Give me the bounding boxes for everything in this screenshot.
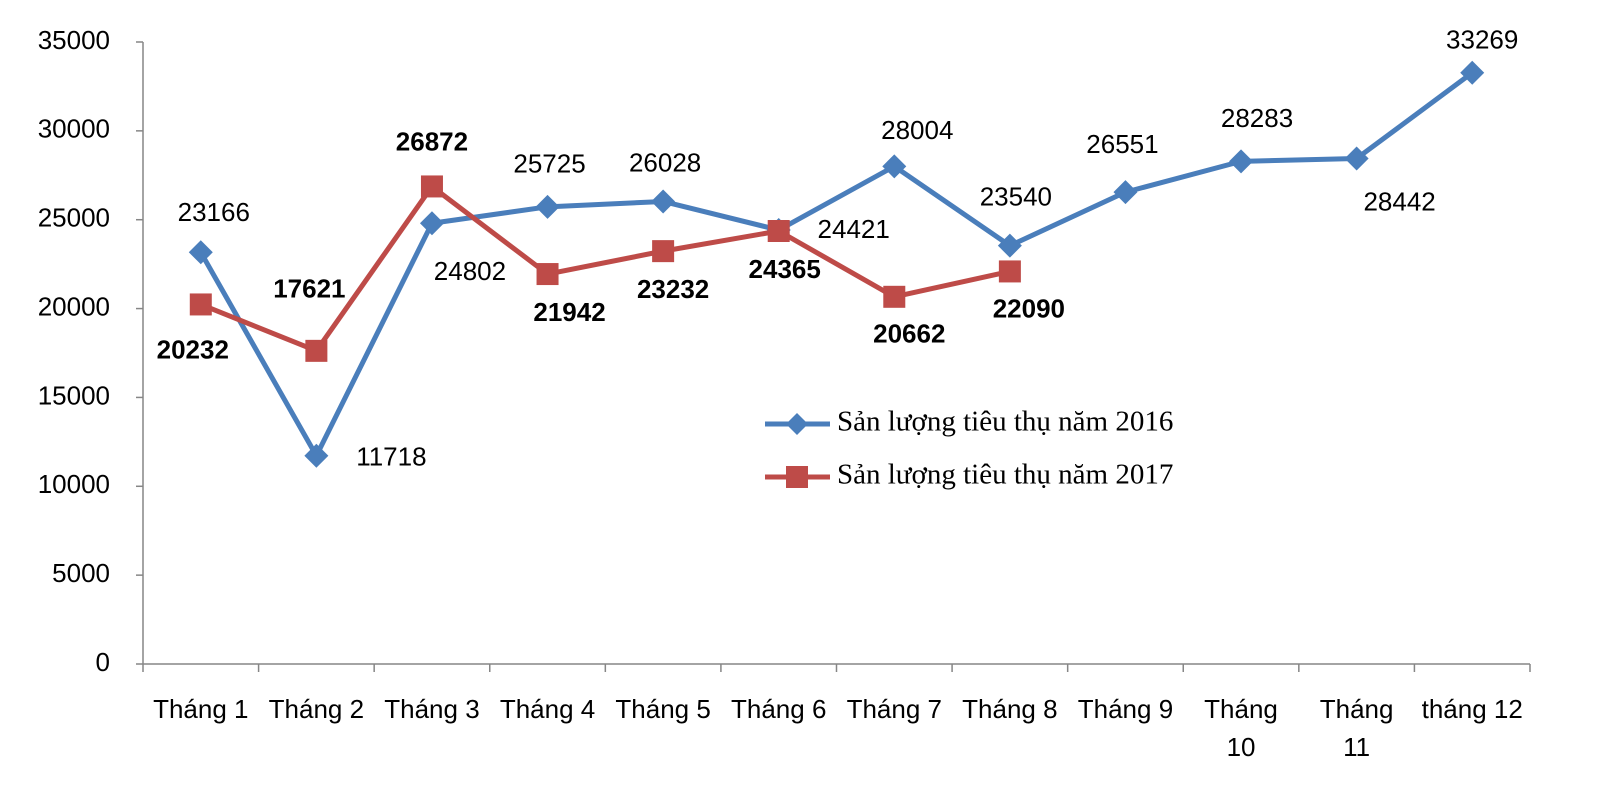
data-label: 23232: [637, 274, 709, 304]
data-label: 26872: [396, 126, 468, 156]
data-label: 22090: [993, 293, 1065, 323]
marker: [535, 194, 560, 219]
marker: [767, 219, 790, 242]
marker: [536, 263, 559, 286]
legend-marker: [786, 466, 808, 488]
x-tick-label: Tháng 2: [268, 694, 365, 724]
y-tick-label: 15000: [38, 380, 110, 410]
data-label: 20232: [157, 334, 229, 364]
marker: [883, 285, 906, 308]
data-label: 26028: [629, 147, 701, 177]
x-tick-label: Tháng 7: [846, 694, 942, 724]
data-label: 20662: [873, 319, 945, 349]
marker: [1229, 149, 1254, 174]
data-label: 21942: [533, 297, 605, 327]
legend-label: Sản lượng tiêu thụ năm 2017: [837, 459, 1173, 491]
data-label: 25725: [513, 149, 585, 179]
y-tick-label: 0: [96, 647, 110, 677]
x-tick-label: Tháng 9: [1077, 694, 1174, 724]
x-tick-label: Tháng 8: [962, 694, 1058, 724]
marker: [305, 339, 328, 362]
marker: [997, 233, 1022, 258]
data-label: 24802: [434, 256, 506, 286]
legend-label: Sản lượng tiêu thụ năm 2016: [837, 406, 1173, 438]
marker: [420, 175, 443, 198]
x-tick-label: Tháng 4: [499, 694, 596, 724]
marker: [882, 154, 907, 179]
data-label: 24365: [749, 254, 821, 284]
x-tick-label: Tháng 5: [615, 694, 711, 724]
marker: [304, 443, 329, 468]
data-label: 33269: [1446, 25, 1518, 55]
marker: [1113, 180, 1138, 205]
x-tick-label: tháng 12: [1421, 694, 1523, 724]
series-line: [199, 183, 1011, 354]
marker: [419, 211, 444, 236]
y-tick-label: 20000: [38, 291, 110, 321]
data-label: 23166: [178, 197, 250, 227]
x-tick-label: Tháng 10: [1204, 694, 1278, 762]
legend-marker: [786, 413, 808, 435]
x-tick-label: Tháng 11: [1319, 694, 1394, 762]
y-tick-label: 5000: [52, 558, 110, 588]
y-tick-label: 10000: [38, 469, 110, 499]
x-tick-label: Tháng 1: [153, 694, 249, 724]
data-label: 17621: [273, 274, 345, 304]
marker: [1344, 146, 1369, 171]
data-label: 28283: [1221, 103, 1293, 133]
data-label: 28442: [1363, 186, 1435, 216]
y-tick-label: 25000: [38, 203, 110, 233]
marker: [651, 189, 676, 214]
data-label: 24421: [818, 214, 890, 244]
marker: [998, 260, 1021, 283]
x-tick-label: Tháng 3: [384, 694, 480, 724]
marker: [1460, 60, 1485, 85]
y-tick-label: 35000: [38, 25, 110, 55]
data-label: 23540: [980, 182, 1052, 212]
marker: [652, 240, 675, 263]
data-label: 28004: [881, 115, 953, 145]
series-line: [198, 70, 1474, 459]
x-tick-label: Tháng 6: [731, 694, 827, 724]
y-tick-label: 30000: [38, 114, 110, 144]
data-label: 11718: [356, 442, 426, 472]
data-label: 26551: [1086, 129, 1158, 159]
marker: [189, 293, 212, 316]
marker: [188, 240, 213, 265]
